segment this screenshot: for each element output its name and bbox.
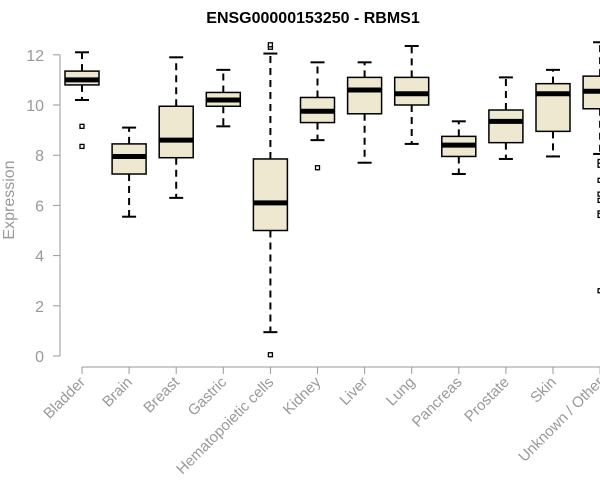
y-tick-label: 4	[35, 249, 44, 266]
x-tick-label: Lung	[383, 374, 419, 410]
y-tick-label: 12	[26, 48, 44, 65]
x-tick-label: Breast	[140, 373, 183, 416]
iqr-box	[111, 143, 147, 175]
box-liver	[346, 61, 383, 164]
outlier-point	[79, 123, 85, 129]
box-pancreas	[441, 120, 477, 176]
outlier-point	[597, 197, 600, 204]
y-tick-label: 0	[35, 349, 44, 366]
box-kidney	[299, 61, 336, 171]
x-tick-label: Kidney	[280, 373, 325, 418]
outlier-point	[267, 352, 274, 358]
x-tick-label: Gastric	[185, 373, 231, 419]
y-tick-label: 2	[35, 299, 44, 316]
x-tick-label: Liver	[336, 374, 371, 409]
iqr-box	[488, 109, 524, 144]
chart-title: ENSG00000153250 - RBMS1	[206, 10, 420, 27]
x-tick-label: Pancreas	[409, 374, 466, 431]
box-brain	[111, 126, 147, 218]
outlier-point	[597, 212, 600, 219]
box-unknown-other	[582, 41, 600, 294]
box-skin	[535, 68, 571, 158]
boxes-group	[64, 41, 600, 358]
outlier-point	[597, 177, 600, 183]
y-tick-label: 10	[26, 98, 44, 115]
box-bladder	[64, 51, 100, 150]
outlier-point	[267, 42, 274, 48]
iqr-box	[346, 76, 383, 115]
outlier-point	[597, 158, 600, 165]
outlier-point	[597, 162, 600, 168]
x-tick-label: Prostate	[461, 374, 513, 426]
box-prostate	[488, 76, 524, 160]
box-hematopoietic-cells	[252, 42, 289, 358]
outlier-point	[314, 165, 321, 171]
box-lung	[393, 45, 430, 145]
box-gastric	[205, 68, 242, 128]
iqr-box	[158, 105, 194, 159]
x-tick-label: Skin	[527, 374, 560, 407]
x-tick-label: Bladder	[40, 374, 89, 423]
iqr-box	[535, 82, 571, 133]
outlier-point	[597, 191, 600, 197]
outlier-point	[79, 143, 85, 150]
y-tick-label: 8	[35, 148, 44, 165]
y-axis-label: Expression	[1, 160, 18, 239]
outlier-point	[597, 288, 600, 294]
y-tick-label: 6	[35, 198, 44, 215]
box-breast	[158, 56, 194, 199]
y-axis: 0 2 4 6 8 10 12	[26, 48, 61, 366]
iqr-box	[252, 158, 289, 232]
iqr-box	[393, 76, 430, 106]
x-tick-label: Brain	[99, 374, 136, 411]
